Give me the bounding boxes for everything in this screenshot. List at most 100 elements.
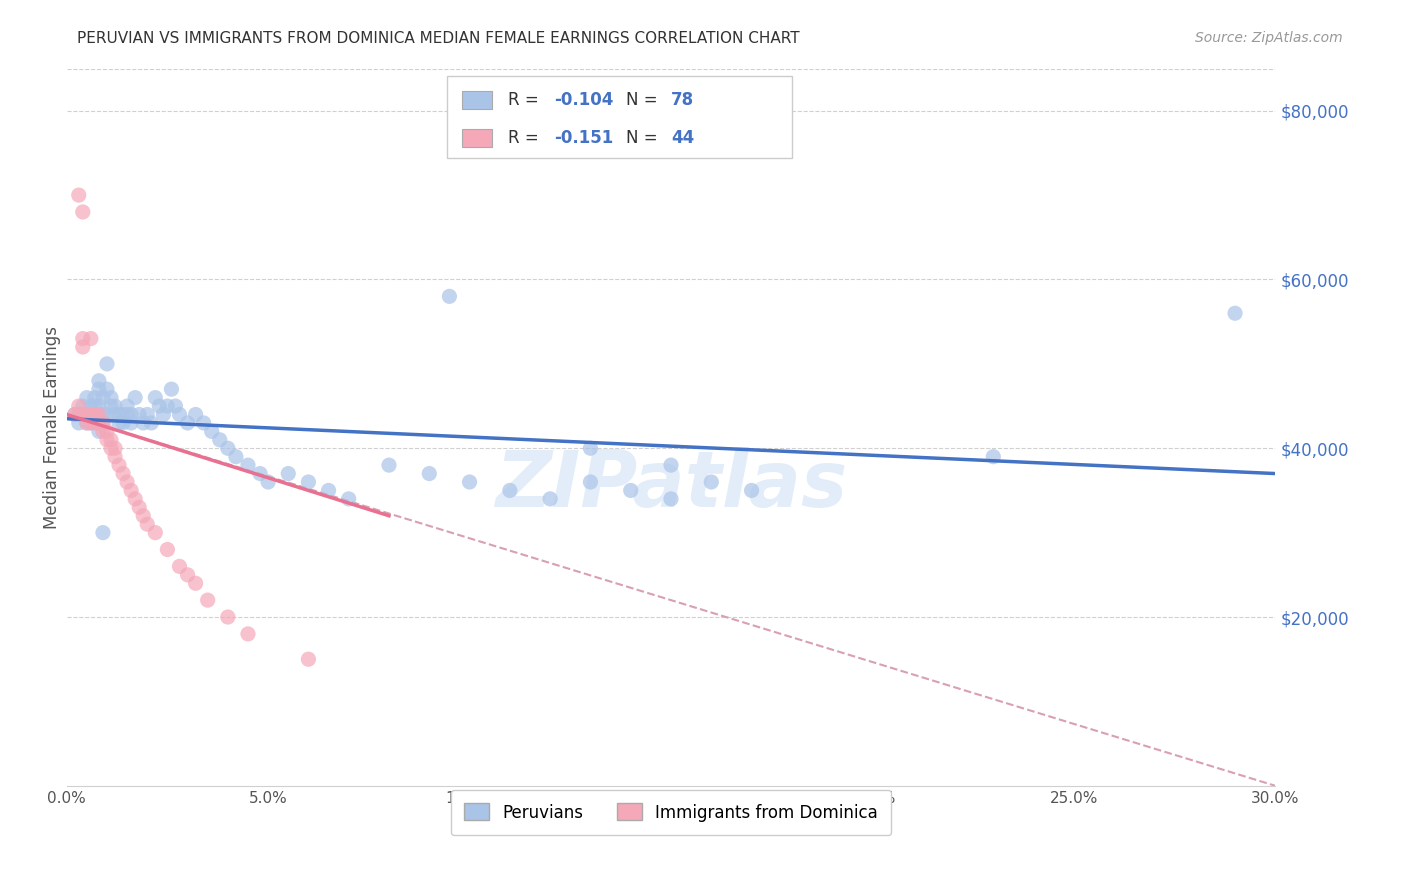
Point (156, 542, 179, 557)
Point (458, 475, 481, 489)
Point (104, 408, 127, 422)
Point (378, 458, 401, 472)
Point (83, 399, 105, 413)
Point (439, 289, 461, 303)
Point (115, 475, 138, 489)
Point (104, 442, 127, 456)
Point (112, 408, 135, 422)
Point (87, 374, 110, 388)
Point (165, 399, 187, 413)
Point (337, 491, 360, 506)
Point (83, 391, 105, 405)
Point (1223, 306, 1246, 320)
Text: 78: 78 (671, 91, 695, 110)
Point (112, 416, 135, 430)
Point (80, 332, 103, 346)
Point (96, 382, 118, 396)
Point (91, 391, 114, 405)
Point (96, 425, 118, 439)
Point (87, 416, 110, 430)
Point (169, 559, 191, 574)
Point (176, 567, 198, 582)
Point (83, 408, 105, 422)
Point (217, 610, 239, 624)
Point (152, 408, 174, 422)
Point (201, 425, 224, 439)
Text: Source: ZipAtlas.com: Source: ZipAtlas.com (1195, 31, 1343, 45)
Point (141, 416, 163, 430)
Point (100, 442, 122, 456)
Point (76, 416, 98, 430)
Text: R =: R = (508, 129, 544, 147)
Point (100, 399, 122, 413)
Point (76, 408, 98, 422)
Point (67, 399, 90, 413)
Point (83, 408, 105, 422)
Point (659, 491, 682, 506)
Point (72, 332, 94, 346)
Point (76, 416, 98, 430)
Point (160, 382, 183, 396)
Point (72, 408, 94, 422)
Point (87, 408, 110, 422)
Point (96, 357, 118, 371)
Point (297, 652, 319, 666)
Point (318, 483, 340, 498)
Point (91, 416, 114, 430)
Point (136, 517, 159, 532)
Point (277, 467, 299, 481)
Point (72, 340, 94, 354)
Point (76, 391, 98, 405)
Point (193, 416, 215, 430)
Point (112, 467, 135, 481)
Point (297, 475, 319, 489)
Text: PERUVIAN VS IMMIGRANTS FROM DOMINICA MEDIAN FEMALE EARNINGS CORRELATION CHART: PERUVIAN VS IMMIGRANTS FROM DOMINICA MED… (77, 31, 800, 46)
Point (136, 408, 159, 422)
Y-axis label: Median Female Earnings: Median Female Earnings (44, 326, 60, 529)
Legend: Peruvians, Immigrants from Dominica: Peruvians, Immigrants from Dominica (451, 790, 891, 835)
Text: -0.104: -0.104 (554, 91, 613, 110)
Point (87, 425, 110, 439)
Point (120, 483, 142, 498)
Point (100, 433, 122, 447)
Point (76, 408, 98, 422)
Point (208, 433, 231, 447)
Point (83, 408, 105, 422)
Point (236, 458, 259, 472)
Point (108, 458, 131, 472)
Point (197, 593, 219, 607)
Point (741, 483, 763, 498)
Point (176, 416, 198, 430)
Text: -0.151: -0.151 (554, 129, 613, 147)
Point (67, 416, 90, 430)
Point (981, 450, 1004, 464)
FancyBboxPatch shape (463, 129, 492, 147)
Text: ZIPatlas: ZIPatlas (495, 447, 848, 523)
Point (499, 483, 522, 498)
Point (120, 416, 142, 430)
Point (579, 475, 602, 489)
Point (184, 576, 207, 591)
Point (87, 416, 110, 430)
Point (104, 399, 127, 413)
Point (538, 491, 561, 506)
Point (91, 425, 114, 439)
Point (132, 508, 155, 523)
Point (96, 433, 118, 447)
Point (80, 416, 103, 430)
Point (96, 408, 118, 422)
Point (169, 408, 191, 422)
Point (72, 205, 94, 219)
Text: R =: R = (508, 91, 544, 110)
Point (76, 408, 98, 422)
Point (124, 391, 146, 405)
Text: 44: 44 (671, 129, 695, 147)
Point (83, 416, 105, 430)
Point (63, 408, 86, 422)
Point (143, 525, 166, 540)
Point (108, 416, 131, 430)
Point (579, 442, 602, 456)
Point (217, 442, 239, 456)
Point (257, 475, 280, 489)
Point (236, 627, 259, 641)
